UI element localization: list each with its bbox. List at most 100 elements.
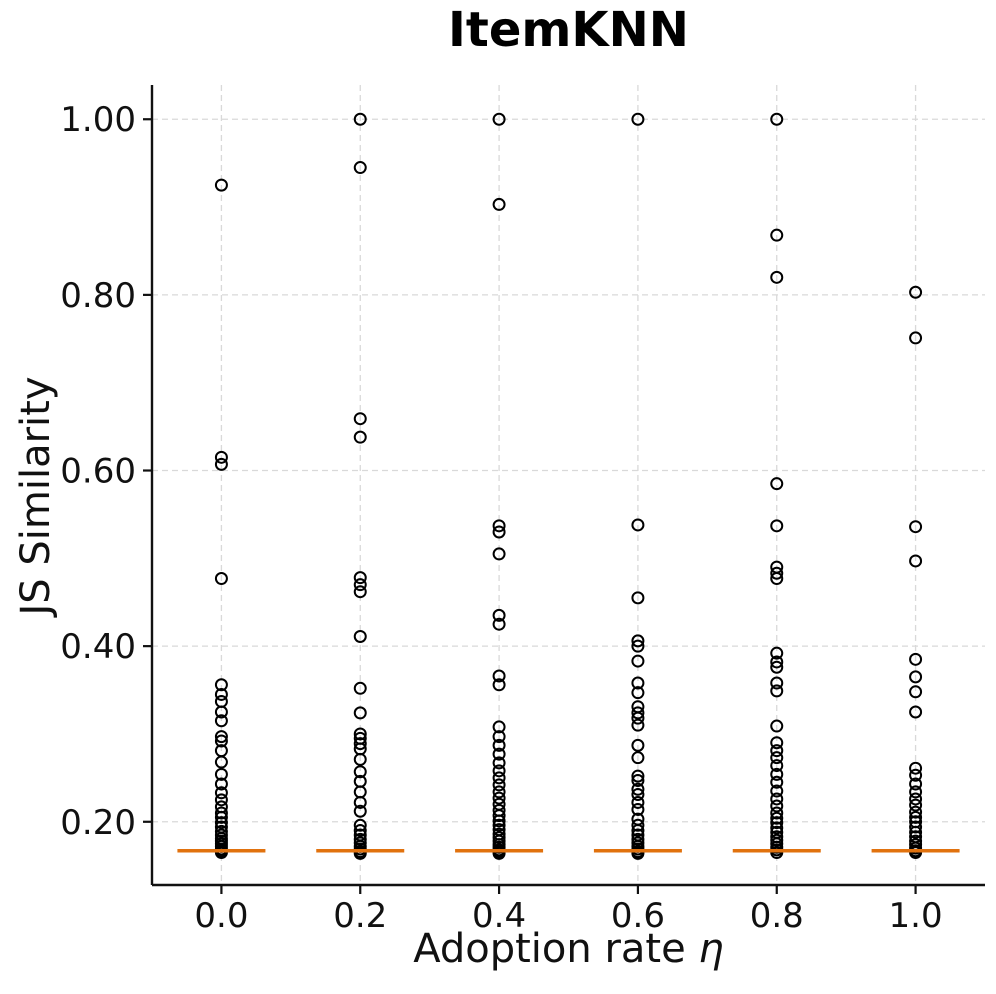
outlier-point xyxy=(492,846,506,860)
outlier-point xyxy=(909,331,923,345)
outlier-point xyxy=(214,786,228,800)
outlier-point xyxy=(492,730,506,744)
outlier-point xyxy=(770,228,784,242)
x-tick-label: 0.6 xyxy=(611,896,665,936)
outlier-point xyxy=(770,112,784,126)
outlier-point xyxy=(770,821,784,835)
outlier-point xyxy=(631,591,645,605)
outlier-point xyxy=(909,520,923,534)
outlier-point xyxy=(353,846,367,860)
outlier-point xyxy=(631,824,645,838)
outlier-point xyxy=(214,572,228,586)
outlier-point xyxy=(214,755,228,769)
y-tick-label: 0.40 xyxy=(60,627,136,667)
outlier-point xyxy=(909,805,923,819)
x-tick-label: 0.2 xyxy=(333,896,387,936)
x-tick-label: 0.8 xyxy=(750,896,804,936)
outlier-point xyxy=(492,814,506,828)
outlier-point xyxy=(770,572,784,586)
outlier-point xyxy=(492,547,506,561)
outlier-point xyxy=(770,759,784,773)
outlier-point xyxy=(214,777,228,791)
outlier-point xyxy=(492,747,506,761)
outlier-point xyxy=(770,751,784,765)
outlier-point xyxy=(909,785,923,799)
outlier-point xyxy=(353,629,367,643)
outlier-point xyxy=(492,197,506,211)
outlier-point xyxy=(214,806,228,820)
outlier-point xyxy=(770,519,784,533)
outlier-point xyxy=(353,752,367,766)
outlier-point xyxy=(492,720,506,734)
eta-symbol: η xyxy=(698,926,724,972)
outlier-point xyxy=(909,777,923,791)
outlier-point xyxy=(770,811,784,825)
outlier-point xyxy=(631,788,645,802)
x-axis-label-text: Adoption rate xyxy=(413,926,699,972)
outlier-point xyxy=(492,669,506,683)
outlier-point xyxy=(631,711,645,725)
outlier-point xyxy=(631,718,645,732)
outlier-point xyxy=(353,412,367,426)
outlier-point xyxy=(353,804,367,818)
outlier-point xyxy=(214,793,228,807)
outlier-point xyxy=(353,824,367,838)
outlier-point xyxy=(909,825,923,839)
outlier-point xyxy=(631,518,645,532)
outlier-point xyxy=(214,457,228,471)
outlier-point xyxy=(353,571,367,585)
outlier-point xyxy=(353,727,367,741)
outlier-point xyxy=(770,676,784,690)
outlier-point xyxy=(631,738,645,752)
outlier-point xyxy=(631,846,645,860)
outlier-point xyxy=(909,810,923,824)
outlier-point xyxy=(631,795,645,809)
outlier-point xyxy=(353,681,367,695)
outlier-point xyxy=(214,687,228,701)
outlier-point xyxy=(909,798,923,812)
outlier-point xyxy=(214,178,228,192)
y-tick-label: 0.20 xyxy=(60,803,136,843)
y-tick-label: 0.80 xyxy=(60,276,136,316)
outlier-point xyxy=(214,767,228,781)
outlier-point xyxy=(631,654,645,668)
outlier-point xyxy=(631,676,645,690)
outlier-point xyxy=(770,806,784,820)
outlier-point xyxy=(909,761,923,775)
outlier-point xyxy=(631,832,645,846)
outlier-point xyxy=(631,634,645,648)
x-tick-label: 0.4 xyxy=(472,896,526,936)
outlier-point xyxy=(492,778,506,792)
outlier-point xyxy=(909,768,923,782)
outlier-point xyxy=(214,816,228,830)
outlier-point xyxy=(631,769,645,783)
outlier-point xyxy=(214,810,228,824)
outlier-point xyxy=(631,706,645,720)
outlier-point xyxy=(770,799,784,813)
outlier-point xyxy=(492,831,506,845)
outlier-point xyxy=(631,112,645,126)
outlier-point xyxy=(631,773,645,787)
outlier-point xyxy=(214,450,228,464)
outlier-point xyxy=(214,734,228,748)
outlier-point xyxy=(770,784,784,798)
outlier-point xyxy=(353,832,367,846)
outlier-point xyxy=(909,792,923,806)
outlier-point xyxy=(770,833,784,847)
outlier-point xyxy=(631,818,645,832)
outlier-point xyxy=(770,270,784,284)
outlier-point xyxy=(492,818,506,832)
outlier-point xyxy=(492,608,506,622)
outlier-point xyxy=(492,738,506,752)
outlier-point xyxy=(770,736,784,750)
outlier-point xyxy=(770,660,784,674)
outlier-point xyxy=(353,737,367,751)
chart-title: ItemKNN xyxy=(448,2,689,58)
outlier-point xyxy=(770,477,784,491)
outlier-point xyxy=(492,785,506,799)
outlier-point xyxy=(214,824,228,838)
outlier-point xyxy=(353,578,367,592)
outlier-point xyxy=(909,652,923,666)
